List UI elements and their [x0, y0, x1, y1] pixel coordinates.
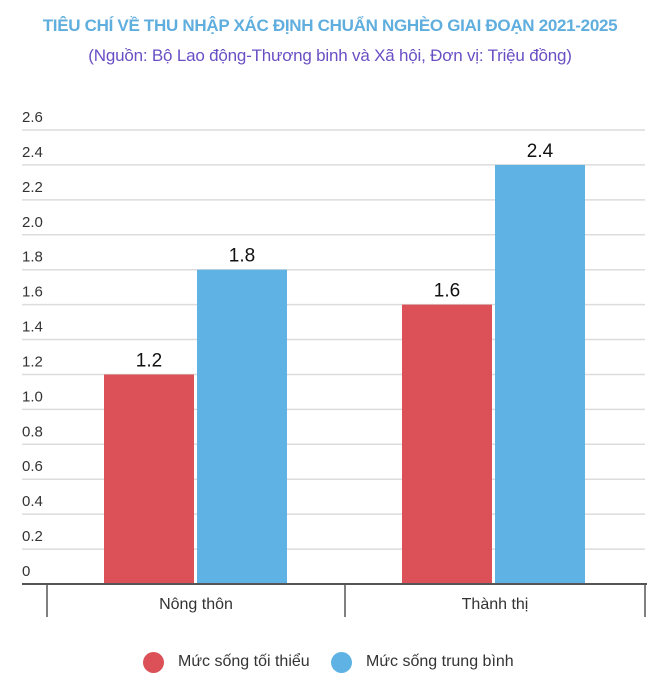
y-tick-label: 0.6 [22, 458, 43, 475]
bar-value-label: 1.2 [136, 350, 162, 371]
x-category-label: Thành thị [462, 596, 529, 613]
y-tick-label: 1.2 [22, 353, 43, 370]
legend-item-minimum: Mức sống tối thiểu [143, 650, 310, 674]
bar [495, 164, 585, 584]
y-tick-label: 0.2 [22, 528, 43, 545]
bar-value-label: 1.8 [229, 246, 255, 267]
y-tick-label: 1.8 [22, 249, 43, 266]
y-axis: 0 0.2 0.4 0.6 0.8 1.0 1.2 1.4 1.6 1.8 2.0 2.2 2.4 2.6 [22, 109, 43, 580]
legend-label: Mức sống trung bình [366, 653, 514, 670]
bar [104, 374, 194, 584]
blue-circle-icon [331, 651, 352, 673]
legend: Mức sống tối thiểu Mức sống trung bình [0, 650, 660, 674]
y-tick-label: 2.6 [22, 109, 43, 126]
y-tick-label: 1.0 [22, 388, 43, 405]
y-tick-label: 2.2 [22, 179, 43, 196]
legend-item-average: Mức sống trung bình [331, 650, 514, 674]
bar-value-label: 2.4 [527, 141, 554, 162]
red-circle-icon [143, 651, 164, 673]
chart-title: TIÊU CHÍ VỀ THU NHẬP XÁC ĐỊNH CHUẨN NGHÈ… [42, 16, 618, 35]
bars: 1.2 1.8 1.6 2.4 [104, 141, 585, 584]
y-tick-label: 2.4 [22, 144, 43, 161]
bar-value-label: 1.6 [434, 281, 460, 302]
x-axis: Nông thôn Thành thị [22, 583, 647, 617]
bar [197, 269, 287, 584]
y-tick-label: 2.0 [22, 214, 43, 231]
y-tick-label: 0.8 [22, 423, 43, 440]
bar [402, 304, 492, 584]
y-tick-label: 1.6 [22, 284, 43, 301]
x-category-label: Nông thôn [159, 596, 233, 613]
legend-label: Mức sống tối thiểu [178, 653, 310, 670]
y-tick-label: 1.4 [22, 319, 43, 336]
y-tick-label: 0 [22, 563, 30, 580]
chart-subtitle: (Nguồn: Bộ Lao động-Thương binh và Xã hộ… [88, 46, 572, 65]
y-tick-label: 0.4 [22, 493, 43, 510]
